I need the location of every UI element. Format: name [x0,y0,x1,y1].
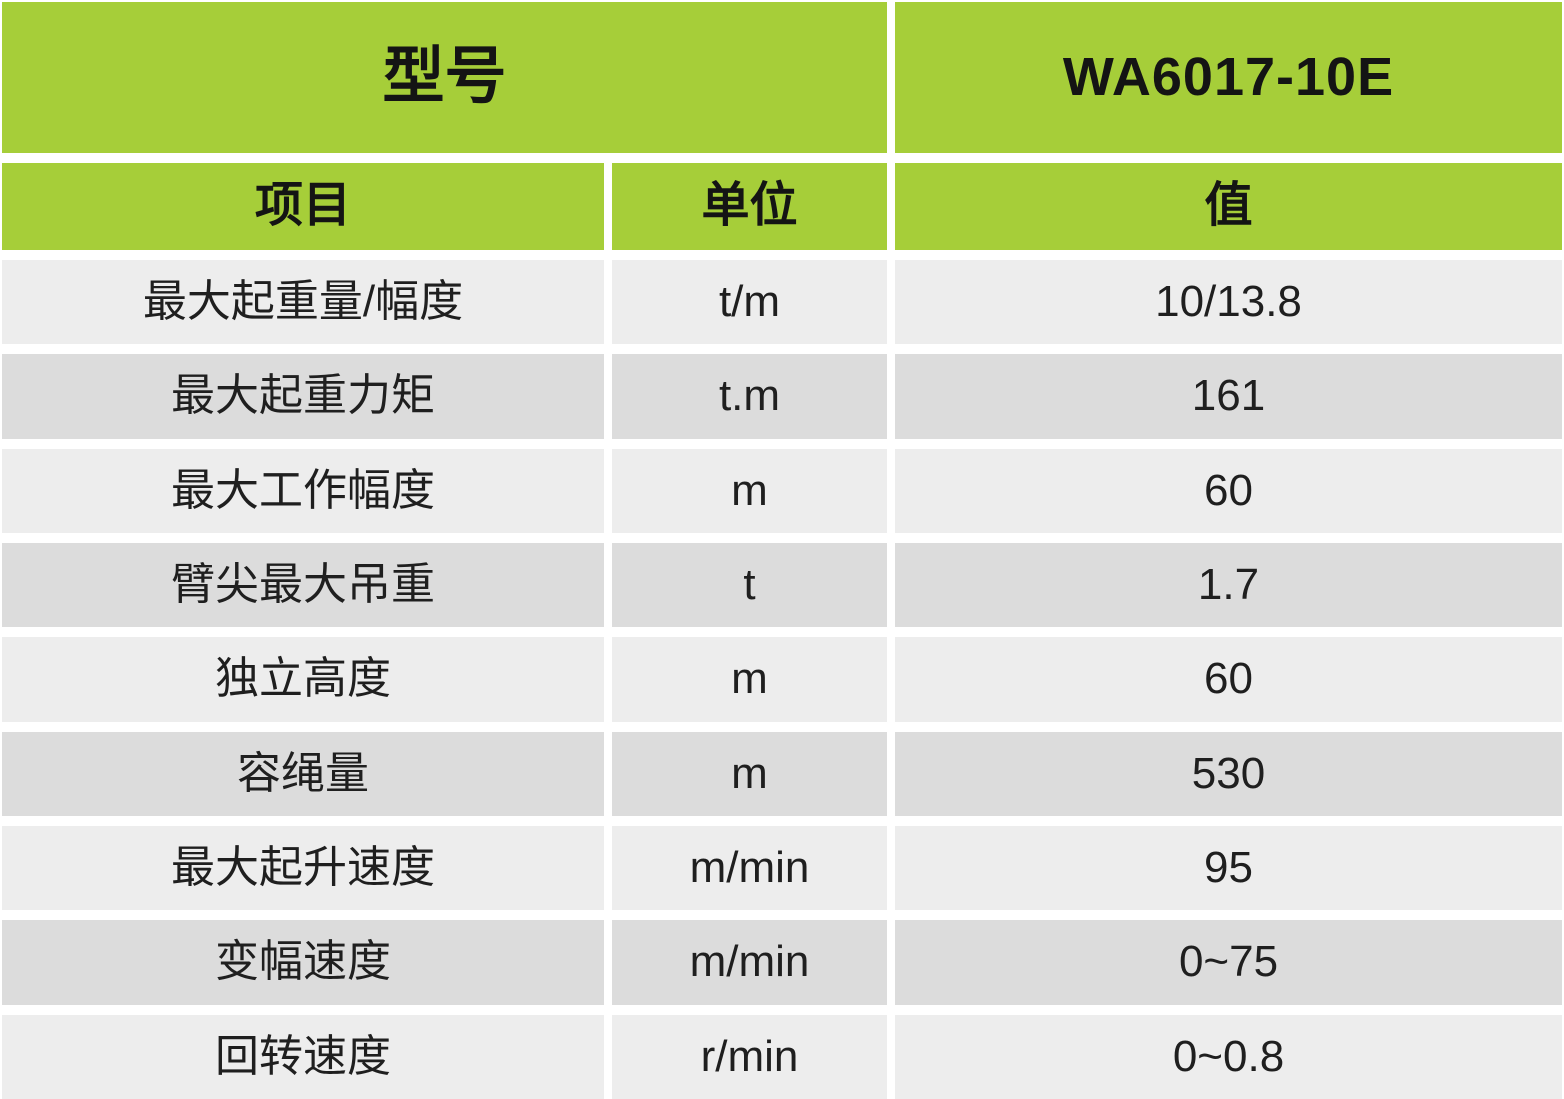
row-value-cell: 0~0.8 [895,1014,1562,1099]
row-item-cell: 独立高度 [2,637,604,722]
row-item-cell: 变幅速度 [2,920,604,1005]
row-value-cell: 10/13.8 [895,260,1562,345]
row-item-cell: 容绳量 [2,731,604,816]
row-unit-cell: m/min [612,920,887,1005]
row-value-cell: 95 [895,826,1562,911]
row-unit-cell: m/min [612,826,887,911]
row-value-cell: 530 [895,731,1562,816]
row-item-cell: 最大起重力矩 [2,354,604,439]
row-item-cell: 最大起重量/幅度 [2,260,604,345]
row-value-cell: 161 [895,354,1562,439]
row-value-cell: 60 [895,637,1562,722]
column-header-unit: 单位 [612,163,887,250]
row-value-cell: 1.7 [895,543,1562,628]
row-unit-cell: t [612,543,887,628]
row-value-cell: 0~75 [895,920,1562,1005]
row-unit-cell: m [612,637,887,722]
row-value-cell: 60 [895,448,1562,533]
row-item-cell: 臂尖最大吊重 [2,543,604,628]
row-unit-cell: t/m [612,260,887,345]
row-unit-cell: m [612,448,887,533]
row-unit-cell: m [612,731,887,816]
row-item-cell: 最大工作幅度 [2,448,604,533]
model-value-cell: WA6017-10E [895,2,1562,153]
model-header-cell: 型号 [2,2,887,153]
row-unit-cell: r/min [612,1014,887,1099]
row-unit-cell: t.m [612,354,887,439]
column-header-item: 项目 [2,163,604,250]
row-item-cell: 最大起升速度 [2,826,604,911]
row-item-cell: 回转速度 [2,1014,604,1099]
column-header-value: 值 [895,163,1562,250]
